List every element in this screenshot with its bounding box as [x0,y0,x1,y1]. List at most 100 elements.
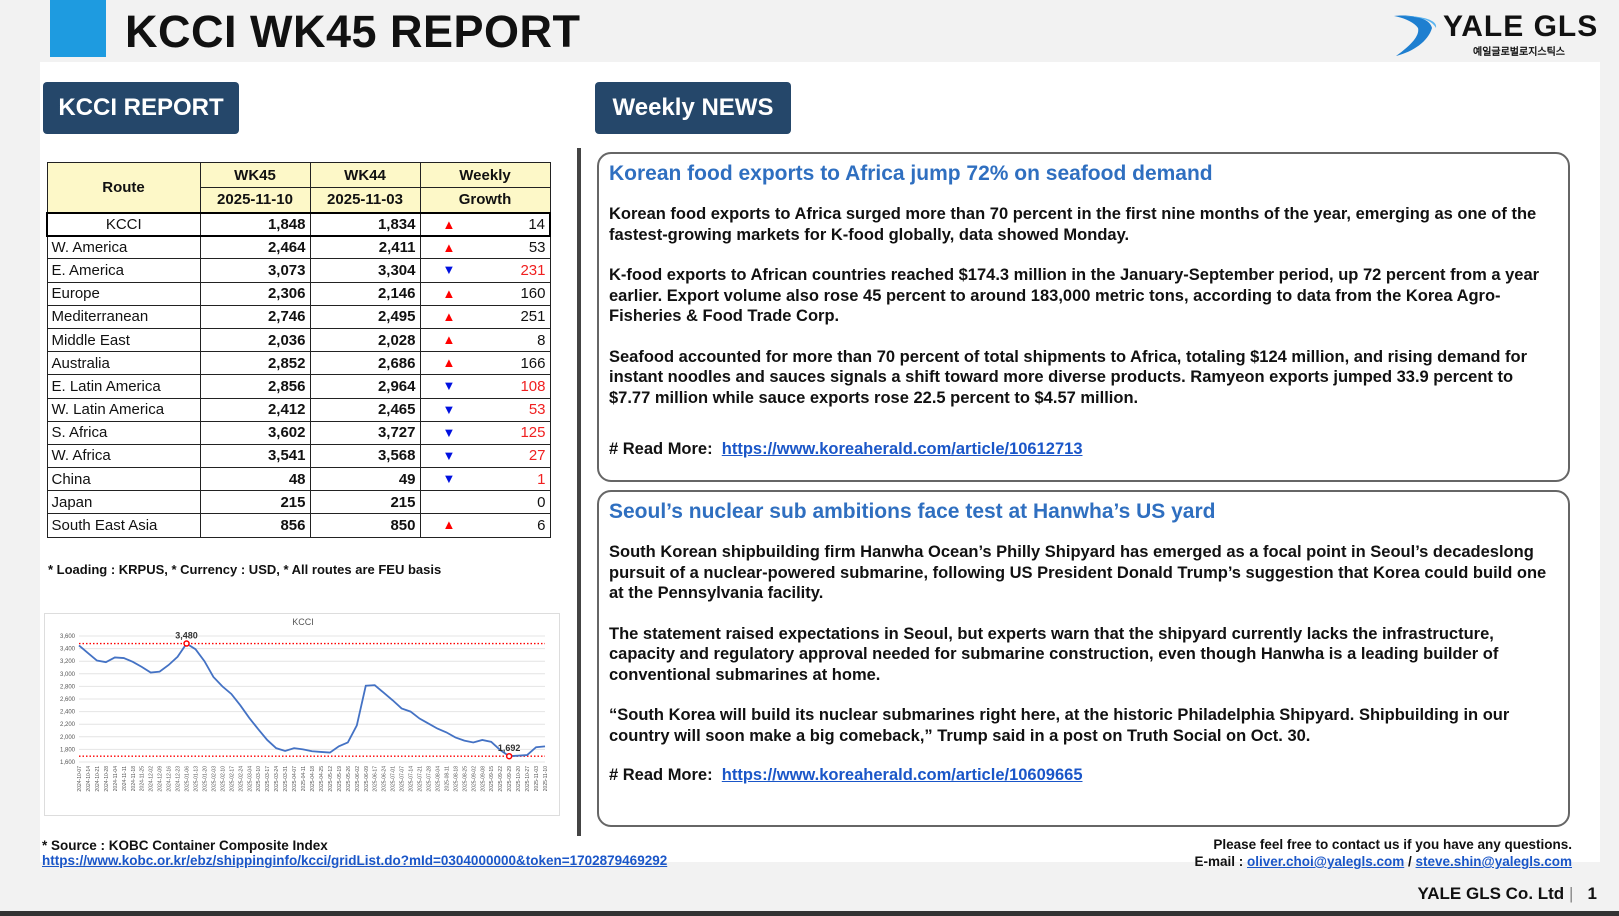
title-accent-block [50,0,106,57]
x-tick-label: 2024-11-11 [122,766,128,791]
x-tick-label: 2025-02-24 [238,766,244,792]
growth-value: 166 [520,354,546,372]
wk45-cell: 2,412 [199,397,311,422]
y-tick-label: 3,000 [60,672,76,678]
up-arrow-icon: ▲ [442,331,456,347]
x-tick-label: 2025-08-11 [444,766,450,791]
annotation-label: 1,692 [498,743,521,753]
growth-cell: ▲ 6 [419,513,551,538]
annotation-marker [183,640,190,647]
news-paragraph: Seafood accounted for more than 70 perce… [609,347,1528,407]
up-arrow-icon: ▲ [442,216,456,232]
wk45-cell: 3,541 [199,443,311,469]
x-tick-label: 2025-04-07 [292,766,298,792]
email-link-steve[interactable]: steve.shin@yalegls.com [1415,854,1572,869]
x-tick-label: 2024-12-09 [158,766,164,792]
column-divider [577,148,581,836]
down-arrow-icon: ▼ [442,447,456,463]
table-row: W. Latin America 2,412 2,465 ▼ 53 [46,397,551,422]
wk44-cell: 49 [309,467,421,492]
wk45-cell: 215 [199,490,311,515]
source-link[interactable]: https://www.kobc.or.kr/ebz/shippinginfo/… [42,853,668,868]
news-paragraph: “South Korea will build its nuclear subm… [609,706,1510,745]
read-more-label: # Read More: [609,766,713,784]
x-tick-label: 2025-04-18 [310,766,316,792]
x-tick-label: 2025-05-19 [337,766,343,792]
annotation-marker [505,752,513,760]
weekly-news-badge: Weekly NEWS [595,82,791,134]
wk45-cell: 2,464 [199,235,311,260]
route-cell: E. America [46,258,201,283]
y-tick-label: 2,800 [60,684,76,690]
x-tick-label: 2025-07-21 [418,766,424,792]
table-row: Mediterranean 2,746 2,495 ▲ 251 [46,304,551,329]
contact-line: Please feel free to contact us if you ha… [1213,837,1572,852]
growth-cell: ▼ 27 [419,443,551,469]
x-tick-label: 2025-07-07 [400,766,406,792]
x-tick-label: 2025-06-24 [382,766,388,792]
logo: YALE GLS [1443,10,1599,43]
x-tick-label: 2025-11-10 [543,766,549,791]
wk44-cell: 3,727 [309,420,421,445]
x-tick-label: 2025-06-09 [364,766,370,792]
x-tick-label: 2024-10-28 [104,766,110,792]
contact-info: Please feel free to contact us if you ha… [1195,836,1573,870]
y-tick-label: 2,400 [60,710,76,716]
y-tick-label: 2,000 [60,735,76,741]
page-number: 1 [1587,884,1597,903]
route-cell: South East Asia [46,513,201,538]
header-growth-2: Growth [419,187,551,213]
email-link-oliver[interactable]: oliver.choi@yalegls.com [1247,854,1405,869]
growth-cell: ▼ 231 [419,258,551,283]
news-paragraph: Korean food exports to Africa surged mor… [609,205,1537,244]
header-wk45-date: 2025-11-10 [199,187,311,213]
wk45-cell: 2,746 [199,304,311,329]
growth-value: 14 [528,215,545,233]
wk44-cell: 2,495 [309,304,421,329]
table-row: Europe 2,306 2,146 ▲ 160 [46,281,551,306]
route-cell: Middle East [46,327,201,353]
route-cell: Japan [46,490,201,515]
table-row: KCCI 1,848 1,834 ▲ 14 [46,211,551,237]
x-tick-label: 2025-09-02 [471,766,477,792]
x-tick-label: 2025-01-13 [194,766,200,792]
x-tick-label: 2025-03-10 [256,766,262,792]
logo-swoosh-icon [1394,15,1437,56]
news-title: Korean food exports to Africa jump 72% o… [609,162,1213,185]
growth-value: 8 [537,331,546,349]
wk44-cell: 215 [309,490,421,515]
news-paragraph: South Korean shipbuilding firm Hanwha Oc… [609,543,1547,602]
read-more-link[interactable]: https://www.koreaherald.com/article/1060… [721,766,1083,784]
header-route: Route [46,162,201,213]
y-tick-label: 3,400 [60,647,76,653]
x-tick-label: 2025-05-26 [346,766,352,792]
y-tick-label: 3,600 [60,634,76,640]
table-row: E. Latin America 2,856 2,964 ▼ 108 [46,374,551,399]
wk44-cell: 2,146 [309,281,421,306]
route-cell: Europe [46,281,201,306]
x-tick-label: 2025-08-04 [435,766,441,792]
growth-cell: ▼ 108 [419,374,551,399]
news-paragraph: K-food exports to African countries reac… [609,266,1540,325]
wk44-cell: 1,834 [309,211,421,237]
news-card: Seoul’s nuclear sub ambitions face test … [597,490,1570,827]
route-cell: KCCI [46,211,201,237]
route-cell: Australia [46,351,201,376]
chart-title: KCCI [292,617,314,627]
email-label: E-mail : [1194,854,1248,869]
growth-value: 27 [528,447,546,465]
x-tick-label: 2024-10-14 [86,766,92,792]
read-more-link[interactable]: https://www.koreaherald.com/article/1061… [721,440,1083,458]
wk45-cell: 856 [199,513,311,538]
x-tick-label: 2025-08-18 [453,766,459,792]
x-tick-label: 2024-10-07 [77,766,83,792]
route-cell: Mediterranean [46,304,201,329]
table-row: South East Asia 856 850 ▲ 6 [46,513,551,538]
up-arrow-icon: ▲ [442,285,456,301]
x-tick-label: 2025-09-29 [507,766,513,792]
x-tick-label: 2025-09-08 [480,766,486,792]
route-cell: China [46,467,201,492]
wk45-cell: 1,848 [199,211,311,237]
footer-company: YALE GLS Co. Ltd [1417,884,1565,903]
table-row: W. Africa 3,541 3,568 ▼ 27 [46,443,551,469]
